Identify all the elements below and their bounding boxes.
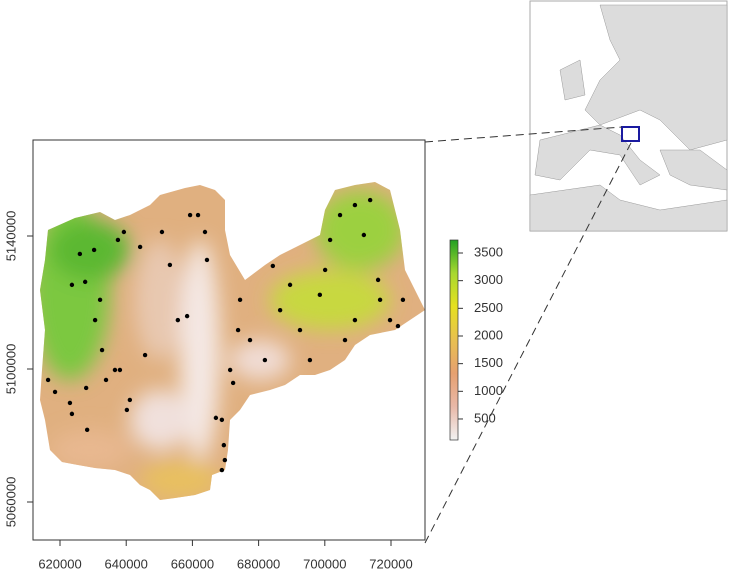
site-point (237, 297, 243, 303)
site-point (327, 237, 333, 243)
site-point (52, 389, 58, 395)
site-point (97, 297, 103, 303)
site-point (367, 197, 373, 203)
site-point (45, 377, 51, 383)
elevation-raster (40, 182, 425, 500)
site-point (227, 367, 233, 373)
colorbar (449, 239, 459, 441)
site-point (307, 357, 313, 363)
site-point (287, 282, 293, 288)
colorbar-tick-label: 2000 (474, 327, 503, 342)
x-tick-label: 640000 (105, 556, 148, 571)
inset-map (529, 0, 728, 232)
x-tick-label: 720000 (369, 556, 412, 571)
colorbar-tick-label: 2500 (474, 300, 503, 315)
site-point (91, 247, 97, 253)
site-point (317, 292, 323, 298)
site-point (92, 317, 98, 323)
site-point (82, 279, 88, 285)
site-point (387, 317, 393, 323)
site-point (103, 377, 109, 383)
site-point (202, 229, 208, 235)
colorbar-tick-label: 1500 (474, 355, 503, 370)
x-tick-label: 660000 (171, 556, 214, 571)
site-point (247, 337, 253, 343)
site-point (117, 367, 123, 373)
site-point (337, 212, 343, 218)
site-point (375, 277, 381, 283)
site-point (222, 457, 228, 463)
site-point (213, 415, 219, 421)
site-point (352, 202, 358, 208)
colorbar-tick-label: 3500 (474, 244, 503, 259)
site-point (219, 417, 225, 423)
site-point (167, 262, 173, 268)
site-point (395, 323, 401, 329)
site-point (361, 232, 367, 238)
site-point (127, 397, 133, 403)
site-point (69, 282, 75, 288)
site-point (83, 385, 89, 391)
y-tick-label: 5140000 (3, 211, 18, 262)
site-point (221, 442, 227, 448)
colorbar-tick-label: 1000 (474, 383, 503, 398)
site-point (270, 263, 276, 269)
site-point (352, 317, 358, 323)
site-point (184, 313, 190, 319)
site-point (69, 411, 75, 417)
site-point (84, 427, 90, 433)
site-point (230, 380, 236, 386)
site-point (159, 229, 165, 235)
site-point (297, 327, 303, 333)
site-point (377, 297, 383, 303)
x-tick-label: 700000 (303, 556, 346, 571)
plot-frame (32, 139, 426, 541)
y-tick-label: 5100000 (3, 344, 18, 395)
site-point (137, 244, 143, 250)
y-tick-label: 5060000 (3, 477, 18, 528)
site-point (99, 347, 105, 353)
site-point (204, 257, 210, 263)
colorbar-tick-label: 500 (474, 410, 496, 425)
site-point (187, 212, 193, 218)
site-point (277, 307, 283, 313)
site-point (124, 407, 130, 413)
colorbar-tick-label: 3000 (474, 272, 503, 287)
site-point (142, 352, 148, 358)
site-point (67, 400, 73, 406)
site-point (77, 251, 83, 257)
inset-connector (424, 126, 623, 143)
site-point (219, 467, 225, 473)
inset-connector (424, 140, 633, 544)
site-point (235, 327, 241, 333)
x-tick-label: 680000 (237, 556, 280, 571)
site-point (322, 267, 328, 273)
site-point (112, 367, 118, 373)
site-point (121, 229, 127, 235)
site-point (195, 212, 201, 218)
site-point (115, 237, 121, 243)
site-point (262, 357, 268, 363)
site-point (342, 337, 348, 343)
x-tick-label: 620000 (38, 556, 81, 571)
site-point (400, 297, 406, 303)
site-point (175, 317, 181, 323)
